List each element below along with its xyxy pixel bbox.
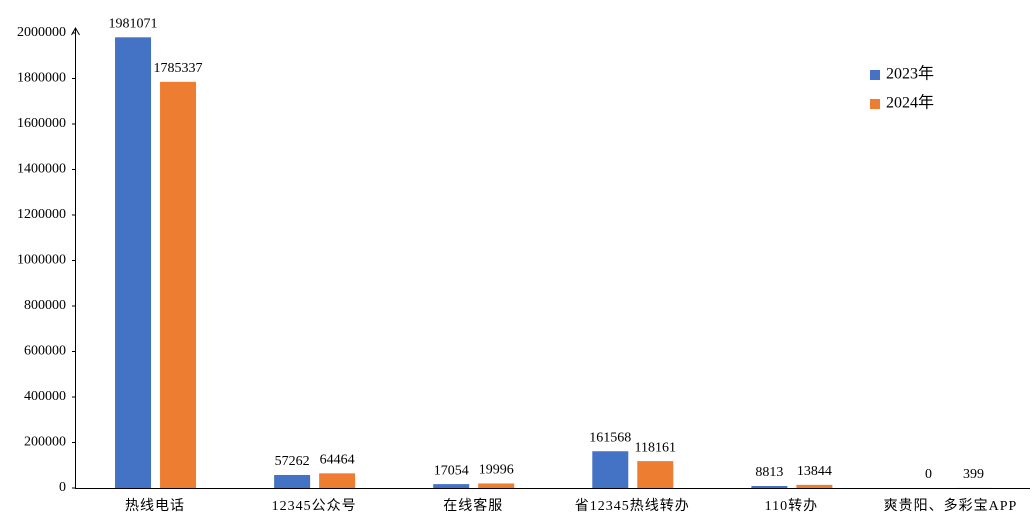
- data-label: 19996: [479, 463, 514, 478]
- data-label: 1981071: [109, 17, 158, 32]
- x-tick-label: 在线客服: [443, 497, 503, 514]
- y-tick-label: 400000: [24, 389, 66, 404]
- y-tick-label: 200000: [24, 435, 66, 450]
- data-label: 1785337: [154, 61, 203, 76]
- data-label: 0: [925, 467, 932, 482]
- y-tick-label: 1400000: [17, 162, 66, 177]
- x-tick-label: 爽贵阳、多彩宝APP: [884, 497, 1018, 514]
- data-label: 13844: [797, 464, 832, 479]
- data-label: 399: [963, 467, 984, 482]
- legend-swatch: [870, 99, 880, 109]
- legend-label: 2023年: [886, 65, 934, 83]
- bar: [115, 37, 152, 489]
- y-tick-label: 1600000: [17, 116, 66, 131]
- legend-label: 2024年: [886, 94, 934, 112]
- x-tick-label: 省12345热线转办: [575, 498, 690, 514]
- bar: [592, 451, 629, 488]
- y-tick-label: 1800000: [17, 71, 66, 86]
- y-tick-label: 2000000: [17, 25, 66, 40]
- bar: [274, 474, 311, 488]
- data-label: 161568: [589, 430, 631, 445]
- bar: [751, 485, 788, 488]
- data-label: 118161: [635, 440, 676, 455]
- y-tick-label: 800000: [24, 298, 66, 313]
- bar: [160, 81, 197, 489]
- x-tick-label: 110转办: [765, 498, 818, 514]
- y-tick-label: 0: [59, 480, 66, 495]
- bar: [433, 484, 470, 488]
- data-label: 8813: [755, 465, 783, 480]
- bar: [637, 461, 674, 488]
- bar: [478, 483, 515, 488]
- y-tick-label: 1200000: [17, 207, 66, 222]
- y-tick-label: 600000: [24, 344, 66, 359]
- x-tick-label: 热线电话: [125, 498, 185, 514]
- data-label: 64464: [320, 453, 355, 468]
- legend-swatch: [870, 70, 880, 80]
- bar: [796, 484, 833, 488]
- data-label: 57262: [275, 454, 310, 469]
- data-label: 17054: [434, 463, 469, 478]
- bar: [319, 473, 356, 488]
- y-tick-label: 1000000: [17, 253, 66, 268]
- x-tick-label: 12345公众号: [272, 498, 357, 514]
